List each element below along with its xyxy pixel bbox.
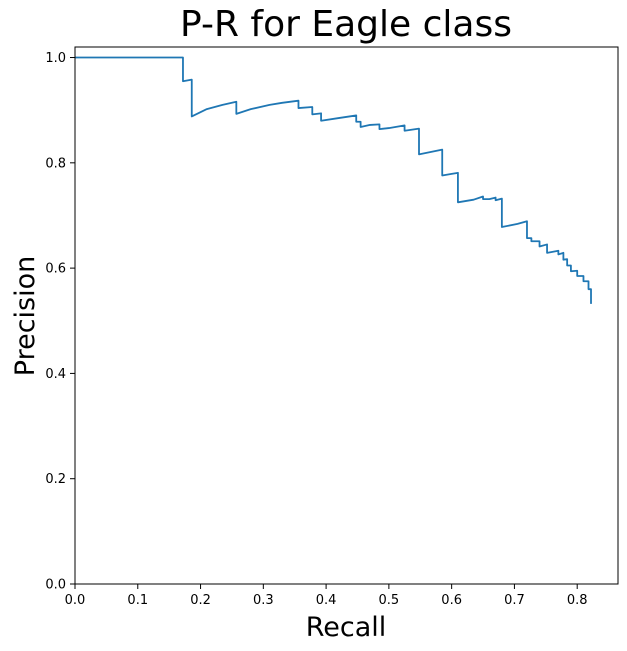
plot-frame bbox=[74, 46, 619, 585]
x-tick-label: 0.1 bbox=[127, 593, 148, 608]
x-tick-label: 0.4 bbox=[316, 593, 337, 608]
plot-area bbox=[75, 47, 618, 584]
x-tick-label: 0.5 bbox=[379, 593, 400, 608]
y-tick-label: 0.0 bbox=[45, 578, 66, 593]
x-axis-label: Recall bbox=[306, 612, 387, 643]
x-tick-label: 0.7 bbox=[504, 593, 525, 608]
pr-curve bbox=[75, 56, 592, 304]
y-tick-label: 0.2 bbox=[45, 472, 66, 487]
y-tick-label: 0.8 bbox=[45, 156, 66, 171]
x-tick-label: 0.2 bbox=[190, 593, 211, 608]
y-tick-label: 0.6 bbox=[45, 262, 66, 277]
y-tick-label: 0.4 bbox=[45, 367, 66, 382]
chart-title: P-R for Eagle class bbox=[180, 4, 512, 45]
x-tick-label: 0.0 bbox=[65, 593, 86, 608]
x-tick-label: 0.3 bbox=[253, 593, 274, 608]
y-tick-label: 1.0 bbox=[45, 51, 66, 66]
y-axis-label: Precision bbox=[10, 256, 41, 376]
x-tick-label: 0.6 bbox=[441, 593, 462, 608]
x-tick-label: 0.8 bbox=[567, 593, 588, 608]
